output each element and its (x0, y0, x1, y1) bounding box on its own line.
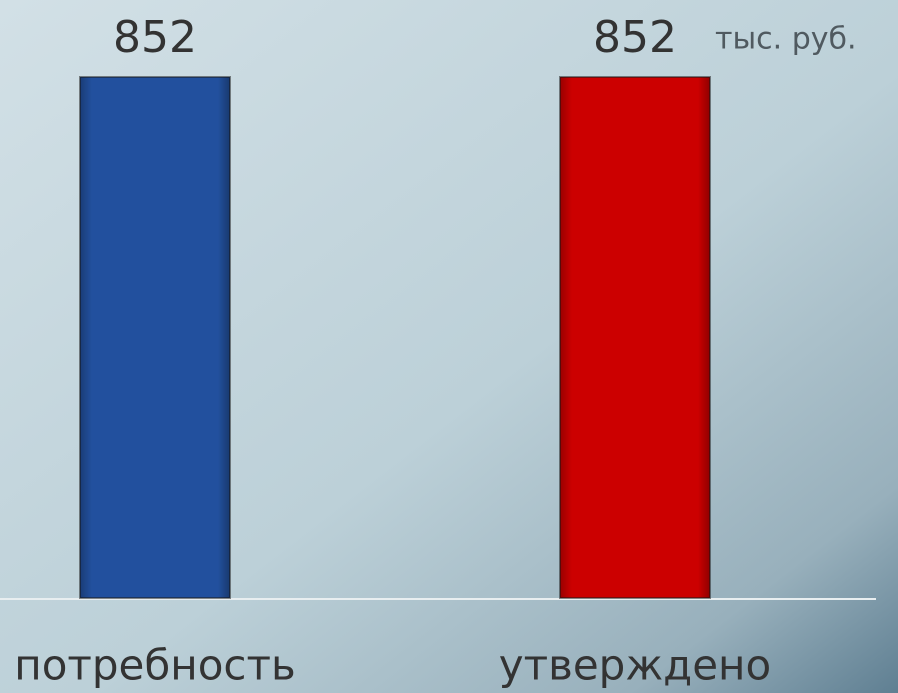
x-tick-label: утверждено (499, 641, 771, 690)
unit-label: тыс. руб. (715, 22, 857, 57)
bar (79, 76, 231, 599)
x-tick-label: потребность (14, 641, 296, 690)
bar (559, 76, 711, 599)
value-label: 852 (593, 12, 677, 63)
value-label: 852 (113, 12, 197, 63)
